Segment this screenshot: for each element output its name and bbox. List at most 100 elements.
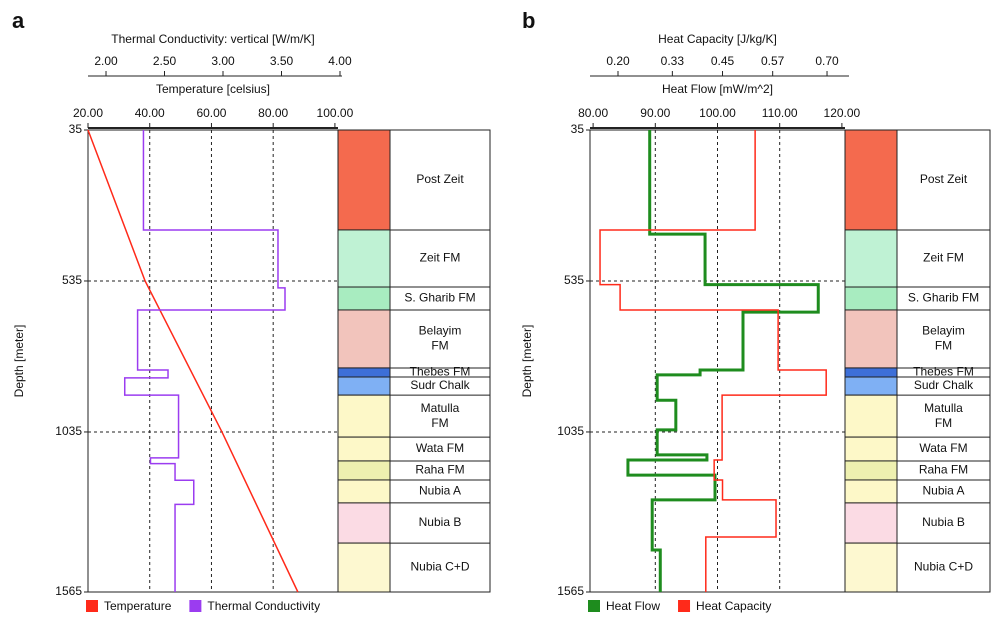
legend-swatch: [678, 600, 691, 612]
y-tick-label: 35: [69, 122, 83, 136]
series-line: [87, 129, 299, 593]
series-line: [626, 130, 820, 592]
lithology: [844, 367, 898, 378]
x2-tick-label: 3.00: [211, 54, 235, 68]
formation-label: Matulla: [924, 401, 963, 415]
formation-label: S. Gharib FM: [908, 291, 979, 305]
lithology: [844, 542, 898, 593]
x2-tick-label: 3.50: [270, 54, 294, 68]
plot-frame: [589, 129, 991, 593]
formation-label: FM: [935, 339, 952, 353]
x2-tick-label: 0.20: [606, 54, 630, 68]
formation-label: Raha FM: [919, 463, 968, 477]
x2-tick-label: 0.70: [815, 54, 839, 68]
formation-label: Sudr Chalk: [410, 378, 470, 392]
plot-frame: [87, 129, 491, 593]
formation-label: Nubia A: [419, 484, 461, 498]
lithology: [844, 502, 898, 544]
formation-label: FM: [431, 339, 448, 353]
legend-label: Heat Flow: [606, 599, 660, 613]
formation-label: Nubia C+D: [410, 560, 469, 574]
y-axis-label: Depth [meter]: [12, 325, 26, 398]
y-tick-label: 1565: [557, 584, 584, 598]
x2-tick-label: 0.57: [761, 54, 785, 68]
series-line: [599, 130, 827, 592]
lithology: [844, 394, 898, 438]
lithology: [337, 460, 391, 481]
lithology: [844, 376, 898, 396]
formation-label: Zeit FM: [923, 251, 964, 265]
formation-label: Wata FM: [416, 441, 464, 455]
lithology: [337, 309, 391, 369]
lithology: [337, 394, 391, 438]
x-tick-label: 100.00: [317, 106, 354, 120]
x2-tick-label: 2.00: [94, 54, 118, 68]
legend-label: Temperature: [104, 599, 172, 613]
panel-label: a: [12, 8, 25, 33]
formation-label: Sudr Chalk: [914, 378, 974, 392]
series-line: [123, 130, 286, 592]
x-tick-label: 90.00: [640, 106, 670, 120]
lithology: [337, 436, 391, 462]
lithology: [844, 129, 898, 231]
formation-label: S. Gharib FM: [404, 291, 475, 305]
lithology: [844, 479, 898, 504]
lithology: [844, 460, 898, 481]
formation-label: Wata FM: [919, 441, 967, 455]
lithology: [844, 286, 898, 311]
lithology: [337, 367, 391, 378]
x2-tick-label: 2.50: [153, 54, 177, 68]
x-tick-label: 60.00: [196, 106, 226, 120]
legend-label: Heat Capacity: [696, 599, 771, 613]
x2-tick-label: 0.45: [711, 54, 735, 68]
y-tick-label: 1035: [55, 424, 82, 438]
lithology: [337, 286, 391, 311]
y-axis-label: Depth [meter]: [520, 325, 534, 398]
y-tick-label: 35: [571, 122, 585, 136]
lithology: [337, 229, 391, 288]
y-tick-label: 1035: [557, 424, 584, 438]
legend-swatch: [86, 600, 98, 612]
formation-label: Post Zeit: [416, 172, 464, 186]
x2-tick-label: 4.00: [328, 54, 352, 68]
formation-label: Matulla: [421, 401, 460, 415]
formation-label: Post Zeit: [920, 172, 968, 186]
lithology: [337, 129, 391, 231]
x2-axis-label: Thermal Conductivity: vertical [W/m/K]: [111, 32, 314, 46]
x-tick-label: 80.00: [258, 106, 288, 120]
x-tick-label: 120.00: [824, 106, 861, 120]
panel-label: b: [522, 8, 535, 33]
lithology: [337, 502, 391, 544]
lithology: [337, 542, 391, 593]
formation-label: Thebes FM: [913, 365, 974, 379]
lithology: [337, 479, 391, 504]
x2-tick-label: 0.33: [661, 54, 685, 68]
legend-swatch: [189, 600, 202, 612]
formation-label: Raha FM: [415, 463, 464, 477]
lithology: [844, 436, 898, 462]
formation-label: Belayim: [922, 324, 965, 338]
legend-swatch: [588, 600, 600, 612]
x-tick-label: 110.00: [762, 106, 798, 120]
lithology: [844, 309, 898, 369]
formation-label: FM: [935, 416, 952, 430]
formation-label: Zeit FM: [420, 251, 461, 265]
legend-label: Thermal Conductivity: [207, 599, 320, 613]
x-axis-label: Heat Flow [mW/m^2]: [662, 82, 773, 96]
x2-axis-label: Heat Capacity [J/kg/K]: [658, 32, 777, 46]
x-tick-label: 20.00: [73, 106, 103, 120]
x-tick-label: 80.00: [578, 106, 608, 120]
formation-label: Nubia A: [922, 484, 964, 498]
y-tick-label: 1565: [55, 584, 82, 598]
formation-label: Nubia B: [922, 515, 965, 529]
y-tick-label: 535: [62, 273, 82, 287]
formation-label: Belayim: [419, 324, 462, 338]
x-tick-label: 100.00: [699, 106, 736, 120]
x-axis-label: Temperature [celsius]: [156, 82, 270, 96]
formation-label: Nubia B: [419, 515, 462, 529]
formation-label: FM: [431, 416, 448, 430]
lithology: [337, 376, 391, 396]
formation-label: Nubia C+D: [914, 560, 973, 574]
formation-label: Thebes FM: [410, 365, 471, 379]
